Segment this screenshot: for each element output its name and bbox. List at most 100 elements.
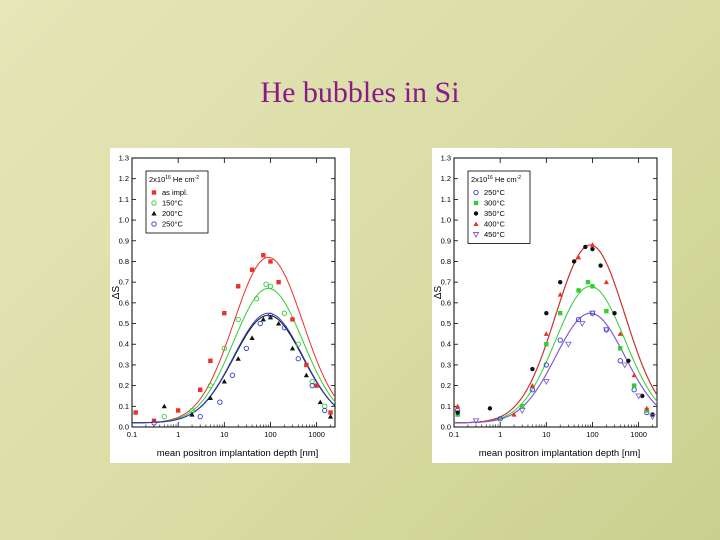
y-tick-label: 0.6 — [119, 298, 129, 307]
y-tick-label: 0.9 — [441, 236, 451, 245]
legend-marker-1 — [151, 190, 157, 195]
data-point — [161, 403, 167, 409]
y-tick-label: 0.9 — [119, 236, 129, 245]
data-point — [644, 408, 649, 413]
legend-marker-2 — [473, 200, 479, 206]
data-point — [529, 383, 536, 388]
legend-marker-2 — [151, 200, 157, 206]
legend-label-3: 200°C — [162, 209, 184, 218]
series-2-points — [161, 281, 328, 420]
plot-frame — [453, 157, 658, 428]
data-point — [235, 356, 241, 361]
legend-label-4: 400°C — [484, 220, 506, 229]
y-tick-label: 0.2 — [119, 381, 129, 390]
legend-label-1: 250°C — [484, 188, 506, 197]
data-point — [511, 411, 517, 417]
legend-label-3: 350°C — [484, 209, 506, 218]
x-tick-label: 100 — [586, 430, 599, 439]
series-3-points — [455, 244, 655, 417]
series-4-points — [151, 312, 328, 426]
data-point — [497, 416, 503, 422]
data-point — [519, 404, 525, 409]
fit-curve-2 — [453, 285, 658, 424]
data-point — [590, 246, 595, 252]
y-tick-label: 0.3 — [119, 360, 129, 369]
fit-curve-5 — [453, 312, 658, 424]
y-tick-label: 0.3 — [441, 360, 451, 369]
data-point — [328, 410, 333, 415]
data-point — [542, 379, 550, 385]
fit-curve-1 — [131, 256, 336, 424]
legend-marker-5 — [472, 232, 480, 239]
y-tick-label: 0.1 — [441, 402, 451, 411]
x-tick-label: 100 — [264, 430, 277, 439]
data-point — [564, 341, 572, 348]
y-tick-label: 0.4 — [441, 340, 451, 349]
data-point — [518, 407, 526, 414]
data-point — [303, 372, 309, 378]
data-point — [281, 310, 288, 316]
data-point — [133, 410, 138, 415]
y-tick-label: 0.5 — [119, 319, 129, 328]
y-tick-label: 1.2 — [119, 174, 129, 183]
data-point — [644, 405, 650, 411]
legend-header: 2x1016 He cm-2 — [149, 175, 199, 184]
x-tick-label: 1 — [176, 430, 180, 439]
y-tick-label: 0.0 — [441, 423, 451, 432]
data-point — [585, 279, 591, 285]
data-point — [578, 321, 586, 328]
y-tick-label: 0.1 — [119, 402, 129, 411]
x-tick-label: 1000 — [630, 430, 647, 439]
data-point — [649, 414, 656, 421]
y-tick-label: 0.4 — [119, 340, 129, 349]
data-point — [603, 279, 609, 285]
x-axis-label: mean positron implantation depth [nm] — [479, 448, 641, 459]
data-point — [604, 308, 609, 314]
data-point — [309, 382, 315, 389]
data-point — [189, 411, 195, 417]
y-tick-label: 1.1 — [119, 195, 129, 204]
chart-left-svg: 0.00.10.20.30.40.50.60.70.80.91.01.11.21… — [111, 154, 336, 459]
data-point — [290, 317, 295, 322]
legend-label-4: 250°C — [162, 220, 184, 229]
y-tick-label: 1.3 — [119, 154, 129, 163]
data-point — [544, 310, 549, 316]
data-point — [557, 337, 563, 343]
data-point — [257, 320, 263, 327]
data-point — [621, 362, 629, 369]
data-point — [487, 406, 493, 411]
x-tick-label: 0.1 — [449, 430, 459, 439]
legend-label-2: 300°C — [484, 199, 506, 208]
x-tick-label: 0.1 — [127, 430, 137, 439]
legend-marker-3 — [151, 210, 157, 216]
y-tick-label: 0.7 — [119, 278, 129, 287]
data-point — [544, 342, 549, 347]
data-point — [602, 327, 610, 334]
data-point — [249, 267, 255, 272]
fit-curve-4 — [453, 244, 658, 424]
data-point — [207, 395, 214, 401]
legend-label-1: as impl. — [162, 188, 188, 197]
data-point — [530, 366, 535, 372]
data-point — [289, 345, 296, 351]
data-point — [197, 387, 203, 392]
data-point — [575, 254, 582, 260]
chart-right-svg: 0.00.10.20.30.40.50.60.70.80.91.01.11.21… — [433, 154, 658, 459]
data-point — [268, 259, 273, 264]
data-point — [612, 310, 617, 316]
data-point — [175, 408, 181, 413]
data-point — [575, 316, 582, 323]
legend-marker-1 — [473, 189, 479, 196]
plot-frame — [131, 157, 336, 428]
data-point — [276, 320, 282, 326]
data-point — [543, 362, 549, 368]
data-point — [626, 358, 631, 363]
data-point — [317, 399, 323, 405]
data-point — [635, 393, 643, 400]
data-point — [263, 281, 269, 287]
data-point — [221, 378, 227, 384]
data-point — [267, 312, 274, 318]
fit-curve-1 — [453, 312, 658, 424]
data-point — [590, 284, 595, 289]
data-point — [221, 345, 227, 352]
